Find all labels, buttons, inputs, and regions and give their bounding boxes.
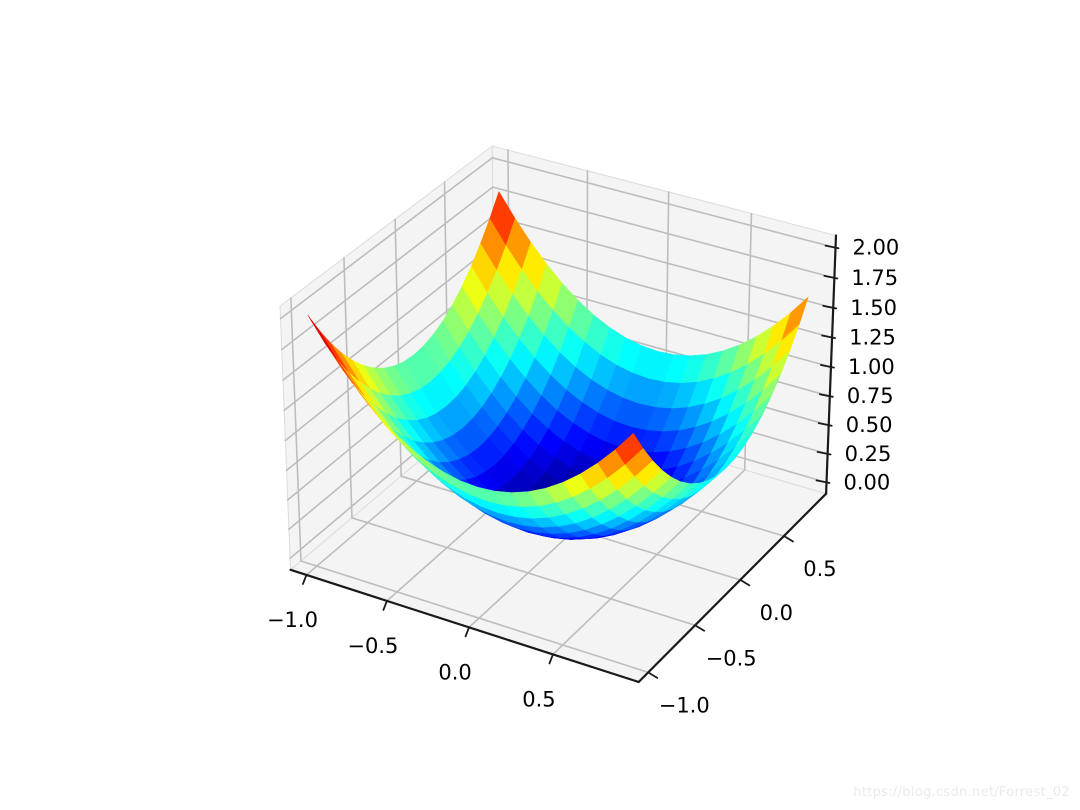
x-tick-mark: [302, 574, 308, 585]
grid-line-x-floor: [552, 469, 746, 656]
tick-group: −1.0−0.50.00.5 −1.0−0.50.00.50.000.250.50…: [267, 236, 899, 718]
x-tick-label: 0.0: [438, 660, 471, 684]
grid-line-z-wall-back: [492, 244, 833, 339]
grid-line-z-wall-back: [492, 215, 835, 309]
grid-line-z-wall-left: [280, 186, 494, 351]
surface-facet: [307, 314, 337, 359]
z-tick-mark: [818, 393, 834, 398]
z-tick-label: 0.25: [845, 442, 892, 466]
x-tick-label: −1.0: [267, 608, 318, 632]
x-tick-mark: [548, 653, 554, 665]
z-tick-label: 1.50: [850, 296, 897, 320]
y-tick-mark: [783, 535, 794, 543]
z-tick-mark: [815, 479, 831, 484]
z-tick-label: 0.00: [844, 470, 891, 494]
z-tick-mark: [816, 450, 832, 456]
z-tick-mark: [823, 274, 839, 280]
z-tick-mark: [817, 422, 833, 427]
y-tick-label: −0.5: [706, 646, 757, 670]
grid-line-z-wall-left: [282, 215, 494, 381]
z-tick-mark: [821, 334, 836, 340]
grid-line-z-wall-left: [283, 244, 495, 412]
x-tick-label: −0.5: [347, 634, 398, 658]
x-axis-line: [289, 568, 640, 684]
grid-line-y-floor: [351, 517, 696, 627]
z-tick-mark: [822, 304, 838, 310]
z-tick-label: 1.75: [851, 266, 898, 290]
z-tick-label: 0.75: [847, 384, 894, 408]
y-axis-line: [637, 492, 828, 684]
z-tick-mark: [820, 364, 835, 369]
y-tick-mark: [647, 671, 659, 679]
z-tick-label: 2.00: [853, 236, 900, 260]
y-tick-label: 0.5: [803, 557, 836, 581]
x-tick-mark: [382, 599, 388, 611]
z-tick-mark: [824, 244, 840, 250]
x-tick-mark: [464, 626, 470, 638]
surface-facet: [615, 432, 644, 465]
z-tick-label: 1.00: [848, 355, 895, 379]
grid-line-z-wall-left: [279, 156, 494, 320]
grid-line-z-wall-back: [491, 186, 836, 279]
grid-line-y-floor: [300, 560, 650, 674]
surface-mesh: [307, 191, 809, 540]
y-tick-mark: [694, 624, 706, 632]
z-tick-label: 0.50: [846, 413, 893, 437]
y-tick-label: 0.0: [760, 601, 793, 625]
grid-line-z-wall-back: [491, 156, 837, 249]
z-tick-label: 1.25: [849, 326, 896, 350]
y-tick-mark: [739, 578, 751, 587]
y-tick-label: −1.0: [659, 693, 710, 717]
x-tick-label: 0.5: [522, 687, 555, 711]
watermark: https://blog.csdn.net/Forrest_02: [853, 785, 1070, 800]
